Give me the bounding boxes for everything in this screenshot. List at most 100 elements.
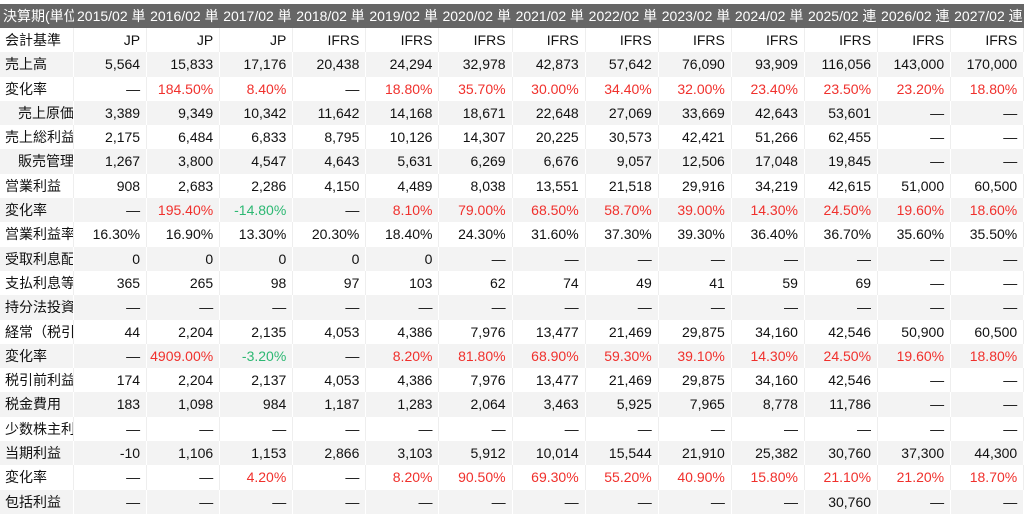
value-cell[interactable]: 17,176 bbox=[220, 52, 294, 77]
value-cell[interactable]: 265 bbox=[147, 270, 221, 296]
value-cell[interactable]: 68.50% bbox=[513, 198, 586, 223]
period-header-cell[interactable]: 2025/02 連 bbox=[807, 8, 877, 24]
value-cell[interactable]: 15,833 bbox=[147, 52, 221, 77]
value-cell[interactable]: 4,053 bbox=[293, 368, 367, 393]
value-cell[interactable]: -10 bbox=[74, 441, 148, 466]
value-cell[interactable]: 174 bbox=[74, 368, 148, 393]
value-cell[interactable]: — bbox=[951, 149, 1024, 174]
value-cell[interactable]: 10,014 bbox=[513, 441, 586, 466]
value-cell[interactable]: 21,518 bbox=[586, 173, 659, 199]
value-cell[interactable]: 19,845 bbox=[805, 149, 879, 174]
value-cell[interactable]: — bbox=[147, 465, 221, 490]
value-cell[interactable]: 14.30% bbox=[732, 198, 805, 223]
value-cell[interactable]: — bbox=[293, 76, 367, 101]
value-cell[interactable]: 23.50% bbox=[805, 76, 879, 101]
value-cell[interactable]: IFRS bbox=[439, 28, 513, 53]
value-cell[interactable]: 8,795 bbox=[293, 125, 367, 150]
value-cell[interactable]: IFRS bbox=[878, 28, 952, 53]
row-label-cell[interactable]: 少数株主利益 bbox=[0, 416, 74, 442]
value-cell[interactable]: 4,386 bbox=[366, 368, 440, 393]
row-label-cell[interactable]: 変化率 bbox=[0, 76, 74, 101]
value-cell[interactable]: 76,090 bbox=[659, 52, 732, 77]
value-cell[interactable]: 7,976 bbox=[439, 319, 513, 344]
value-cell[interactable]: — bbox=[439, 416, 513, 442]
row-label-cell[interactable]: 支払利息等 bbox=[0, 270, 74, 296]
value-cell[interactable]: 14.30% bbox=[732, 343, 805, 369]
value-cell[interactable]: 908 bbox=[74, 173, 148, 199]
value-cell[interactable]: — bbox=[878, 489, 952, 514]
value-cell[interactable]: 24.50% bbox=[805, 198, 879, 223]
value-cell[interactable]: 20,438 bbox=[293, 52, 367, 77]
value-cell[interactable]: 44 bbox=[74, 319, 148, 344]
period-header-cell[interactable]: 2024/02 単 bbox=[734, 8, 804, 24]
value-cell[interactable]: 184.50% bbox=[147, 76, 221, 101]
value-cell[interactable]: 4,547 bbox=[220, 149, 294, 174]
value-cell[interactable]: 1,098 bbox=[147, 392, 221, 417]
value-cell[interactable]: — bbox=[439, 489, 513, 514]
value-cell[interactable]: 11,786 bbox=[805, 392, 879, 417]
value-cell[interactable]: 41 bbox=[659, 270, 732, 296]
value-cell[interactable]: — bbox=[732, 489, 805, 514]
value-cell[interactable]: — bbox=[878, 270, 952, 296]
value-cell[interactable]: 35.50% bbox=[951, 222, 1024, 247]
value-cell[interactable]: — bbox=[74, 343, 148, 369]
value-cell[interactable]: — bbox=[951, 489, 1024, 514]
value-cell[interactable]: — bbox=[951, 368, 1024, 393]
period-header-cell[interactable]: 2022/02 単 bbox=[588, 8, 658, 24]
value-cell[interactable]: — bbox=[513, 416, 586, 442]
value-cell[interactable]: 2,064 bbox=[439, 392, 513, 417]
value-cell[interactable]: 49 bbox=[586, 270, 659, 296]
row-label-cell[interactable]: 会計基準 bbox=[0, 28, 74, 53]
value-cell[interactable]: 21,469 bbox=[586, 319, 659, 344]
value-cell[interactable]: IFRS bbox=[951, 28, 1024, 53]
value-cell[interactable]: 2,866 bbox=[293, 441, 367, 466]
row-label-cell[interactable]: 税引前利益 bbox=[0, 368, 74, 393]
value-cell[interactable]: 18,671 bbox=[439, 100, 513, 126]
value-cell[interactable]: — bbox=[659, 246, 732, 271]
value-cell[interactable]: 4909.00% bbox=[147, 343, 221, 369]
value-cell[interactable]: 365 bbox=[74, 270, 148, 296]
value-cell[interactable]: 3,103 bbox=[366, 441, 440, 466]
value-cell[interactable]: — bbox=[878, 100, 952, 126]
period-header-cell[interactable]: 2017/02 単 bbox=[223, 8, 292, 24]
row-label-cell[interactable]: 当期利益 bbox=[0, 441, 74, 466]
value-cell[interactable]: 14,307 bbox=[439, 125, 513, 150]
value-cell[interactable]: 195.40% bbox=[147, 198, 221, 223]
value-cell[interactable]: 1,267 bbox=[74, 149, 148, 174]
value-cell[interactable]: 37.30% bbox=[586, 222, 659, 247]
value-cell[interactable]: 39.00% bbox=[659, 198, 732, 223]
value-cell[interactable]: 59.30% bbox=[586, 343, 659, 369]
value-cell[interactable]: 34,160 bbox=[732, 319, 805, 344]
value-cell[interactable]: 2,137 bbox=[220, 368, 294, 393]
value-cell[interactable]: 2,204 bbox=[147, 368, 221, 393]
value-cell[interactable]: — bbox=[951, 125, 1024, 150]
row-label-cell[interactable]: 包括利益 bbox=[0, 489, 74, 514]
value-cell[interactable]: — bbox=[805, 295, 879, 320]
value-cell[interactable]: 30,760 bbox=[805, 441, 879, 466]
period-header-cell[interactable]: 2021/02 単 bbox=[515, 8, 585, 24]
value-cell[interactable]: 29,875 bbox=[659, 319, 732, 344]
value-cell[interactable]: 36.70% bbox=[805, 222, 879, 247]
value-cell[interactable]: 57,642 bbox=[586, 52, 659, 77]
value-cell[interactable]: 62,455 bbox=[805, 125, 879, 150]
value-cell[interactable]: 1,153 bbox=[220, 441, 294, 466]
value-cell[interactable]: 2,286 bbox=[220, 173, 294, 199]
value-cell[interactable]: — bbox=[951, 246, 1024, 271]
value-cell[interactable]: 0 bbox=[74, 246, 148, 271]
value-cell[interactable]: 60,500 bbox=[951, 319, 1024, 344]
value-cell[interactable]: 34,219 bbox=[732, 173, 805, 199]
value-cell[interactable]: 3,389 bbox=[74, 100, 148, 126]
value-cell[interactable]: 93,909 bbox=[732, 52, 805, 77]
period-header-cell[interactable]: 2023/02 単 bbox=[661, 8, 731, 24]
value-cell[interactable]: 62 bbox=[439, 270, 513, 296]
value-cell[interactable]: 18.60% bbox=[951, 198, 1024, 223]
value-cell[interactable]: 4,053 bbox=[293, 319, 367, 344]
value-cell[interactable]: — bbox=[951, 295, 1024, 320]
value-cell[interactable]: 16.30% bbox=[74, 222, 148, 247]
value-cell[interactable]: 31.60% bbox=[513, 222, 586, 247]
value-cell[interactable]: 51,266 bbox=[732, 125, 805, 150]
value-cell[interactable]: 33,669 bbox=[659, 100, 732, 126]
value-cell[interactable]: 4.20% bbox=[220, 465, 294, 490]
row-label-cell[interactable]: 営業利益 bbox=[0, 173, 74, 199]
value-cell[interactable]: 21,469 bbox=[586, 368, 659, 393]
